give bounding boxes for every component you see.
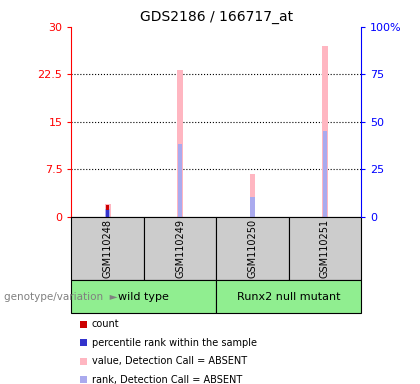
Bar — [106, 205, 109, 217]
Bar — [105, 209, 110, 217]
Text: GSM110248: GSM110248 — [102, 219, 113, 278]
Text: value, Detection Call = ABSENT: value, Detection Call = ABSENT — [92, 356, 247, 366]
Text: count: count — [92, 319, 119, 329]
Bar — [178, 144, 182, 217]
Bar — [177, 70, 183, 217]
Bar — [71, 280, 216, 313]
Text: genotype/variation  ►: genotype/variation ► — [4, 291, 118, 302]
Text: percentile rank within the sample: percentile rank within the sample — [92, 338, 257, 348]
Bar — [71, 217, 144, 280]
Text: rank, Detection Call = ABSENT: rank, Detection Call = ABSENT — [92, 375, 242, 384]
Text: wild type: wild type — [118, 291, 169, 302]
Text: GSM110250: GSM110250 — [247, 219, 257, 278]
Text: GSM110249: GSM110249 — [175, 219, 185, 278]
Text: GSM110251: GSM110251 — [320, 219, 330, 278]
Bar — [144, 217, 216, 280]
Bar — [323, 131, 327, 217]
Bar — [289, 217, 361, 280]
Bar — [105, 204, 110, 217]
Bar — [216, 217, 289, 280]
Bar — [216, 280, 361, 313]
Bar — [249, 174, 255, 217]
Bar — [250, 197, 255, 217]
Title: GDS2186 / 166717_at: GDS2186 / 166717_at — [140, 10, 293, 25]
Text: Runx2 null mutant: Runx2 null mutant — [237, 291, 341, 302]
Bar — [106, 210, 109, 217]
Bar — [322, 46, 328, 217]
